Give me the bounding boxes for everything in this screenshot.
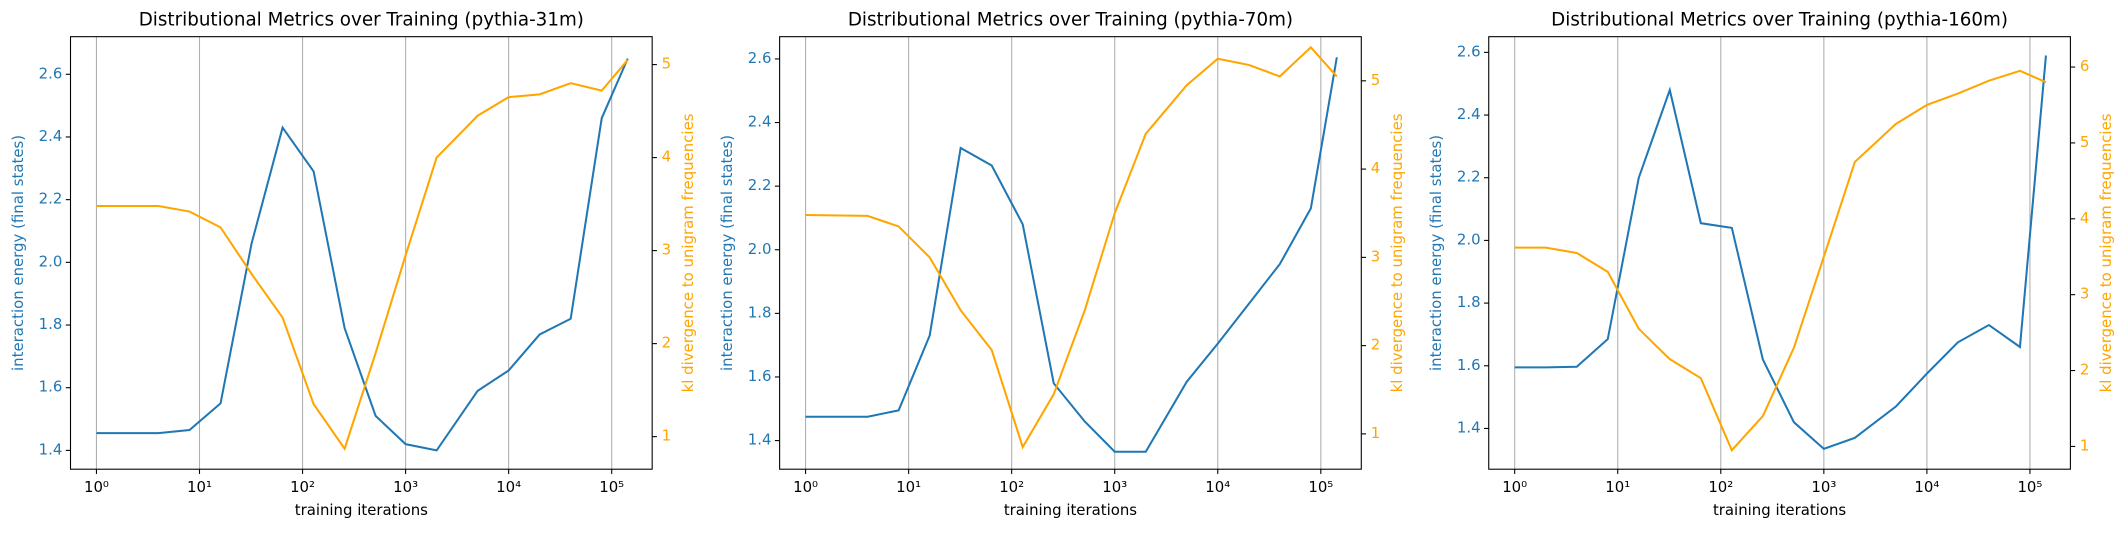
- y-axis-label: interaction energy (final states): [9, 135, 27, 371]
- x-tick-label: 10⁴: [1205, 478, 1230, 496]
- y2-tick-label: 1: [662, 427, 671, 445]
- x-tick-label: 10³: [1811, 478, 1836, 496]
- x-tick-label: 10⁰: [1502, 478, 1527, 496]
- y-tick-label: 2.2: [39, 190, 63, 208]
- x-tick-label: 10³: [393, 478, 418, 496]
- x-axis-label: training iterations: [1713, 501, 1846, 519]
- x-tick-label: 10¹: [187, 478, 212, 496]
- x-tick-label: 10²: [290, 478, 315, 496]
- y-tick-label: 1.4: [748, 431, 772, 449]
- y-tick-label: 1.8: [748, 303, 772, 321]
- y-tick-label: 2.2: [748, 176, 772, 194]
- y-tick-label: 1.6: [39, 378, 63, 396]
- chart-title: Distributional Metrics over Training (py…: [848, 9, 1293, 30]
- y2-tick-label: 2: [2080, 361, 2089, 379]
- series-line: [96, 59, 629, 452]
- x-tick-label: 10³: [1102, 478, 1127, 496]
- y2-tick-label: 4: [2080, 209, 2089, 227]
- x-tick-label: 10⁰: [793, 478, 818, 496]
- x-tick-label: 10⁵: [599, 478, 624, 496]
- y-tick-label: 2.0: [1457, 230, 1481, 248]
- y-tick-label: 1.8: [1457, 293, 1481, 311]
- y-tick-label: 1.8: [39, 315, 63, 333]
- x-tick-label: 10²: [1708, 478, 1733, 496]
- y2-tick-label: 4: [662, 148, 671, 166]
- y2-tick-label: 1: [1371, 424, 1380, 442]
- y2-tick-label: 6: [2080, 57, 2089, 75]
- series-line: [96, 58, 629, 452]
- x-tick-label: 10¹: [1605, 478, 1630, 496]
- axes-frame: [1488, 36, 2071, 470]
- x-axis-label: training iterations: [295, 501, 428, 519]
- y2-axis-label: kl divergence to unigram frequencies: [679, 113, 697, 392]
- x-tick-label: 10¹: [896, 478, 921, 496]
- series-line: [805, 45, 1338, 450]
- y-tick-label: 2.6: [39, 64, 63, 82]
- y2-tick-label: 2: [1371, 336, 1380, 354]
- y-tick-label: 2.4: [748, 113, 772, 131]
- y-tick-label: 1.4: [39, 440, 63, 458]
- x-tick-label: 10⁵: [1308, 478, 1333, 496]
- x-tick-label: 10⁵: [2017, 478, 2042, 496]
- y-tick-label: 1.6: [1457, 356, 1481, 374]
- y2-axis-label: kl divergence to unigram frequencies: [2097, 113, 2115, 392]
- y2-axis-label: kl divergence to unigram frequencies: [1388, 113, 1406, 392]
- y2-tick-label: 3: [662, 241, 671, 259]
- y-tick-label: 2.2: [1457, 168, 1481, 186]
- y-tick-label: 2.0: [39, 252, 63, 270]
- y-tick-label: 2.6: [748, 49, 772, 67]
- chart-title: Distributional Metrics over Training (py…: [139, 9, 584, 30]
- y-axis-label: interaction energy (final states): [1427, 135, 1445, 371]
- y2-tick-label: 3: [1371, 247, 1380, 265]
- chart-title: Distributional Metrics over Training (py…: [1551, 9, 2008, 30]
- series-line: [805, 57, 1338, 453]
- y-tick-label: 1.6: [748, 367, 772, 385]
- y2-tick-label: 5: [2080, 133, 2089, 151]
- x-tick-label: 10⁴: [1914, 478, 1939, 496]
- x-tick-label: 10²: [999, 478, 1024, 496]
- y2-tick-label: 3: [2080, 285, 2089, 303]
- axes-frame: [779, 36, 1362, 470]
- y-axis-label: interaction energy (final states): [718, 135, 736, 371]
- axes-frame: [69, 36, 653, 470]
- y-tick-label: 2.6: [1457, 42, 1481, 60]
- y2-tick-label: 1: [2080, 436, 2089, 454]
- y-tick-label: 2.4: [39, 127, 63, 145]
- y2-tick-label: 4: [1371, 159, 1380, 177]
- y-tick-label: 2.0: [748, 240, 772, 258]
- y2-tick-label: 2: [662, 334, 671, 352]
- y-tick-label: 2.4: [1457, 105, 1481, 123]
- y2-tick-label: 5: [662, 55, 671, 73]
- series-line: [1514, 69, 2047, 453]
- series-line: [1514, 55, 2047, 450]
- y-tick-label: 1.4: [1457, 418, 1481, 436]
- x-tick-label: 10⁴: [496, 478, 521, 496]
- x-axis-label: training iterations: [1004, 501, 1137, 519]
- y2-tick-label: 5: [1371, 71, 1380, 89]
- x-tick-label: 10⁰: [84, 478, 109, 496]
